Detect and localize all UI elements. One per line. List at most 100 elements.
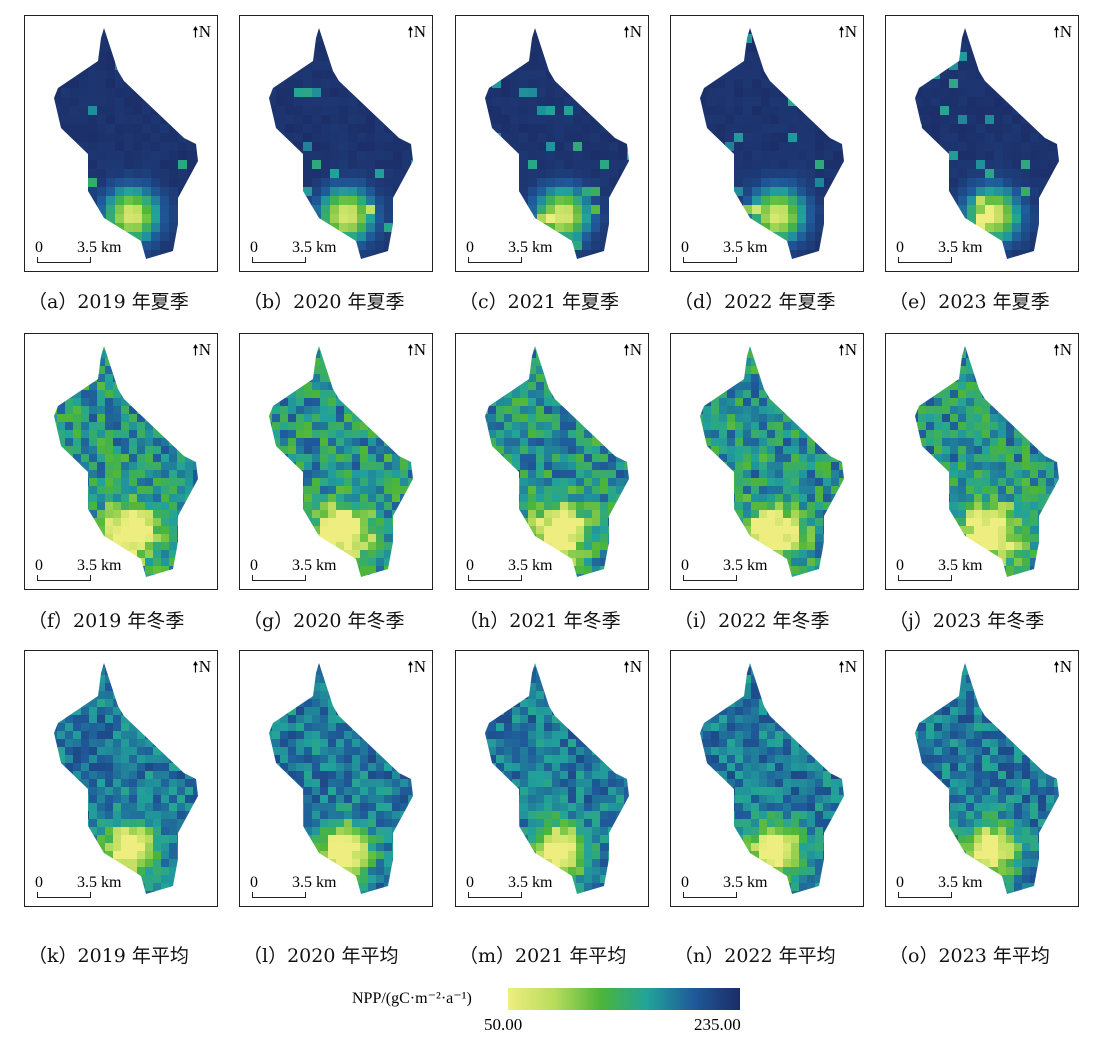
raster-cell [456, 52, 465, 61]
raster-cell [429, 70, 434, 79]
raster-cell [582, 151, 591, 160]
raster-cell [770, 106, 779, 115]
raster-cell [501, 34, 510, 43]
raster-cell [375, 142, 384, 151]
raster-cell [384, 160, 393, 169]
raster-cell [432, 518, 434, 526]
raster-cell [609, 169, 618, 178]
raster-cell [504, 350, 512, 358]
raster-cell [886, 250, 895, 259]
raster-cell [851, 97, 860, 106]
raster-cell [384, 196, 393, 205]
raster-cell [177, 438, 185, 446]
raster-cell [339, 79, 348, 88]
raster-cell [352, 470, 360, 478]
raster-cell [113, 346, 121, 350]
raster-cell [456, 16, 465, 25]
raster-cell [339, 232, 348, 241]
raster-cell [528, 268, 537, 273]
raster-cell [33, 518, 41, 526]
raster-cell [420, 97, 429, 106]
raster-cell [886, 214, 895, 223]
raster-cell [288, 478, 296, 486]
raster-cell [348, 43, 357, 52]
raster-cell [432, 574, 434, 582]
raster-cell [600, 232, 609, 241]
raster-cell [294, 187, 303, 196]
raster-cell [25, 350, 33, 358]
raster-cell [636, 97, 645, 106]
raster-cell [411, 133, 413, 142]
raster-cell [366, 70, 375, 79]
raster-cell [376, 438, 384, 446]
raster-cell [54, 350, 57, 358]
raster-cell [1039, 268, 1048, 273]
scale-label: 3.5 km [77, 557, 122, 574]
raster-cell [376, 454, 384, 462]
raster-cell [689, 214, 698, 223]
raster-cell [97, 534, 105, 542]
raster-cell [153, 582, 161, 590]
raster-cell [904, 106, 913, 115]
raster-cell [904, 52, 913, 61]
raster-cell [217, 558, 219, 566]
raster-cell [105, 510, 113, 518]
raster-cell [408, 590, 416, 591]
raster-cell [940, 160, 949, 169]
raster-cell [196, 268, 205, 273]
raster-cell [779, 124, 788, 133]
raster-cell [851, 232, 860, 241]
raster-cell [209, 558, 217, 566]
raster-cell [256, 590, 264, 591]
raster-cell [501, 28, 510, 34]
raster-cell [187, 160, 196, 169]
raster-cell [161, 582, 169, 590]
raster-cell [806, 61, 815, 70]
raster-cell [137, 558, 145, 566]
raster-cell [352, 502, 360, 510]
raster-cell [408, 558, 413, 566]
raster-cell [368, 454, 376, 462]
raster-cell [770, 178, 779, 187]
raster-cell [81, 430, 89, 438]
raster-cell [178, 115, 187, 124]
raster-cell [411, 205, 413, 214]
raster-cell [54, 542, 57, 550]
raster-cell [976, 196, 985, 205]
raster-cell [958, 142, 967, 151]
raster-cell [217, 374, 219, 382]
raster-cell [249, 16, 258, 25]
raster-cell [348, 169, 357, 178]
raster-cell [352, 550, 360, 558]
raster-cell [474, 43, 483, 52]
raster-cell [160, 70, 169, 79]
raster-cell [240, 61, 249, 70]
raster-cell [940, 124, 949, 133]
raster-cell [851, 268, 860, 273]
raster-cell [967, 124, 976, 133]
raster-cell [1066, 79, 1075, 88]
raster-cell [806, 223, 815, 232]
raster-cell [967, 106, 976, 115]
raster-cell [285, 151, 294, 160]
raster-cell [137, 358, 145, 366]
raster-cell [860, 142, 865, 151]
raster-cell [320, 454, 328, 462]
raster-cell [1021, 142, 1030, 151]
raster-cell [193, 502, 198, 510]
raster-cell [320, 422, 328, 430]
raster-cell [376, 494, 384, 502]
raster-cell [779, 43, 788, 52]
raster-cell [248, 526, 256, 534]
raster-cell [1057, 70, 1059, 79]
raster-cell [54, 430, 57, 438]
raster-cell [456, 79, 465, 88]
raster-cell [485, 61, 492, 70]
raster-cell [344, 510, 352, 518]
raster-cell [142, 268, 151, 273]
raster-cell [133, 151, 142, 160]
raster-cell [285, 16, 294, 25]
raster-cell [472, 342, 480, 350]
raster-cell [797, 115, 806, 124]
raster-cell [160, 187, 169, 196]
